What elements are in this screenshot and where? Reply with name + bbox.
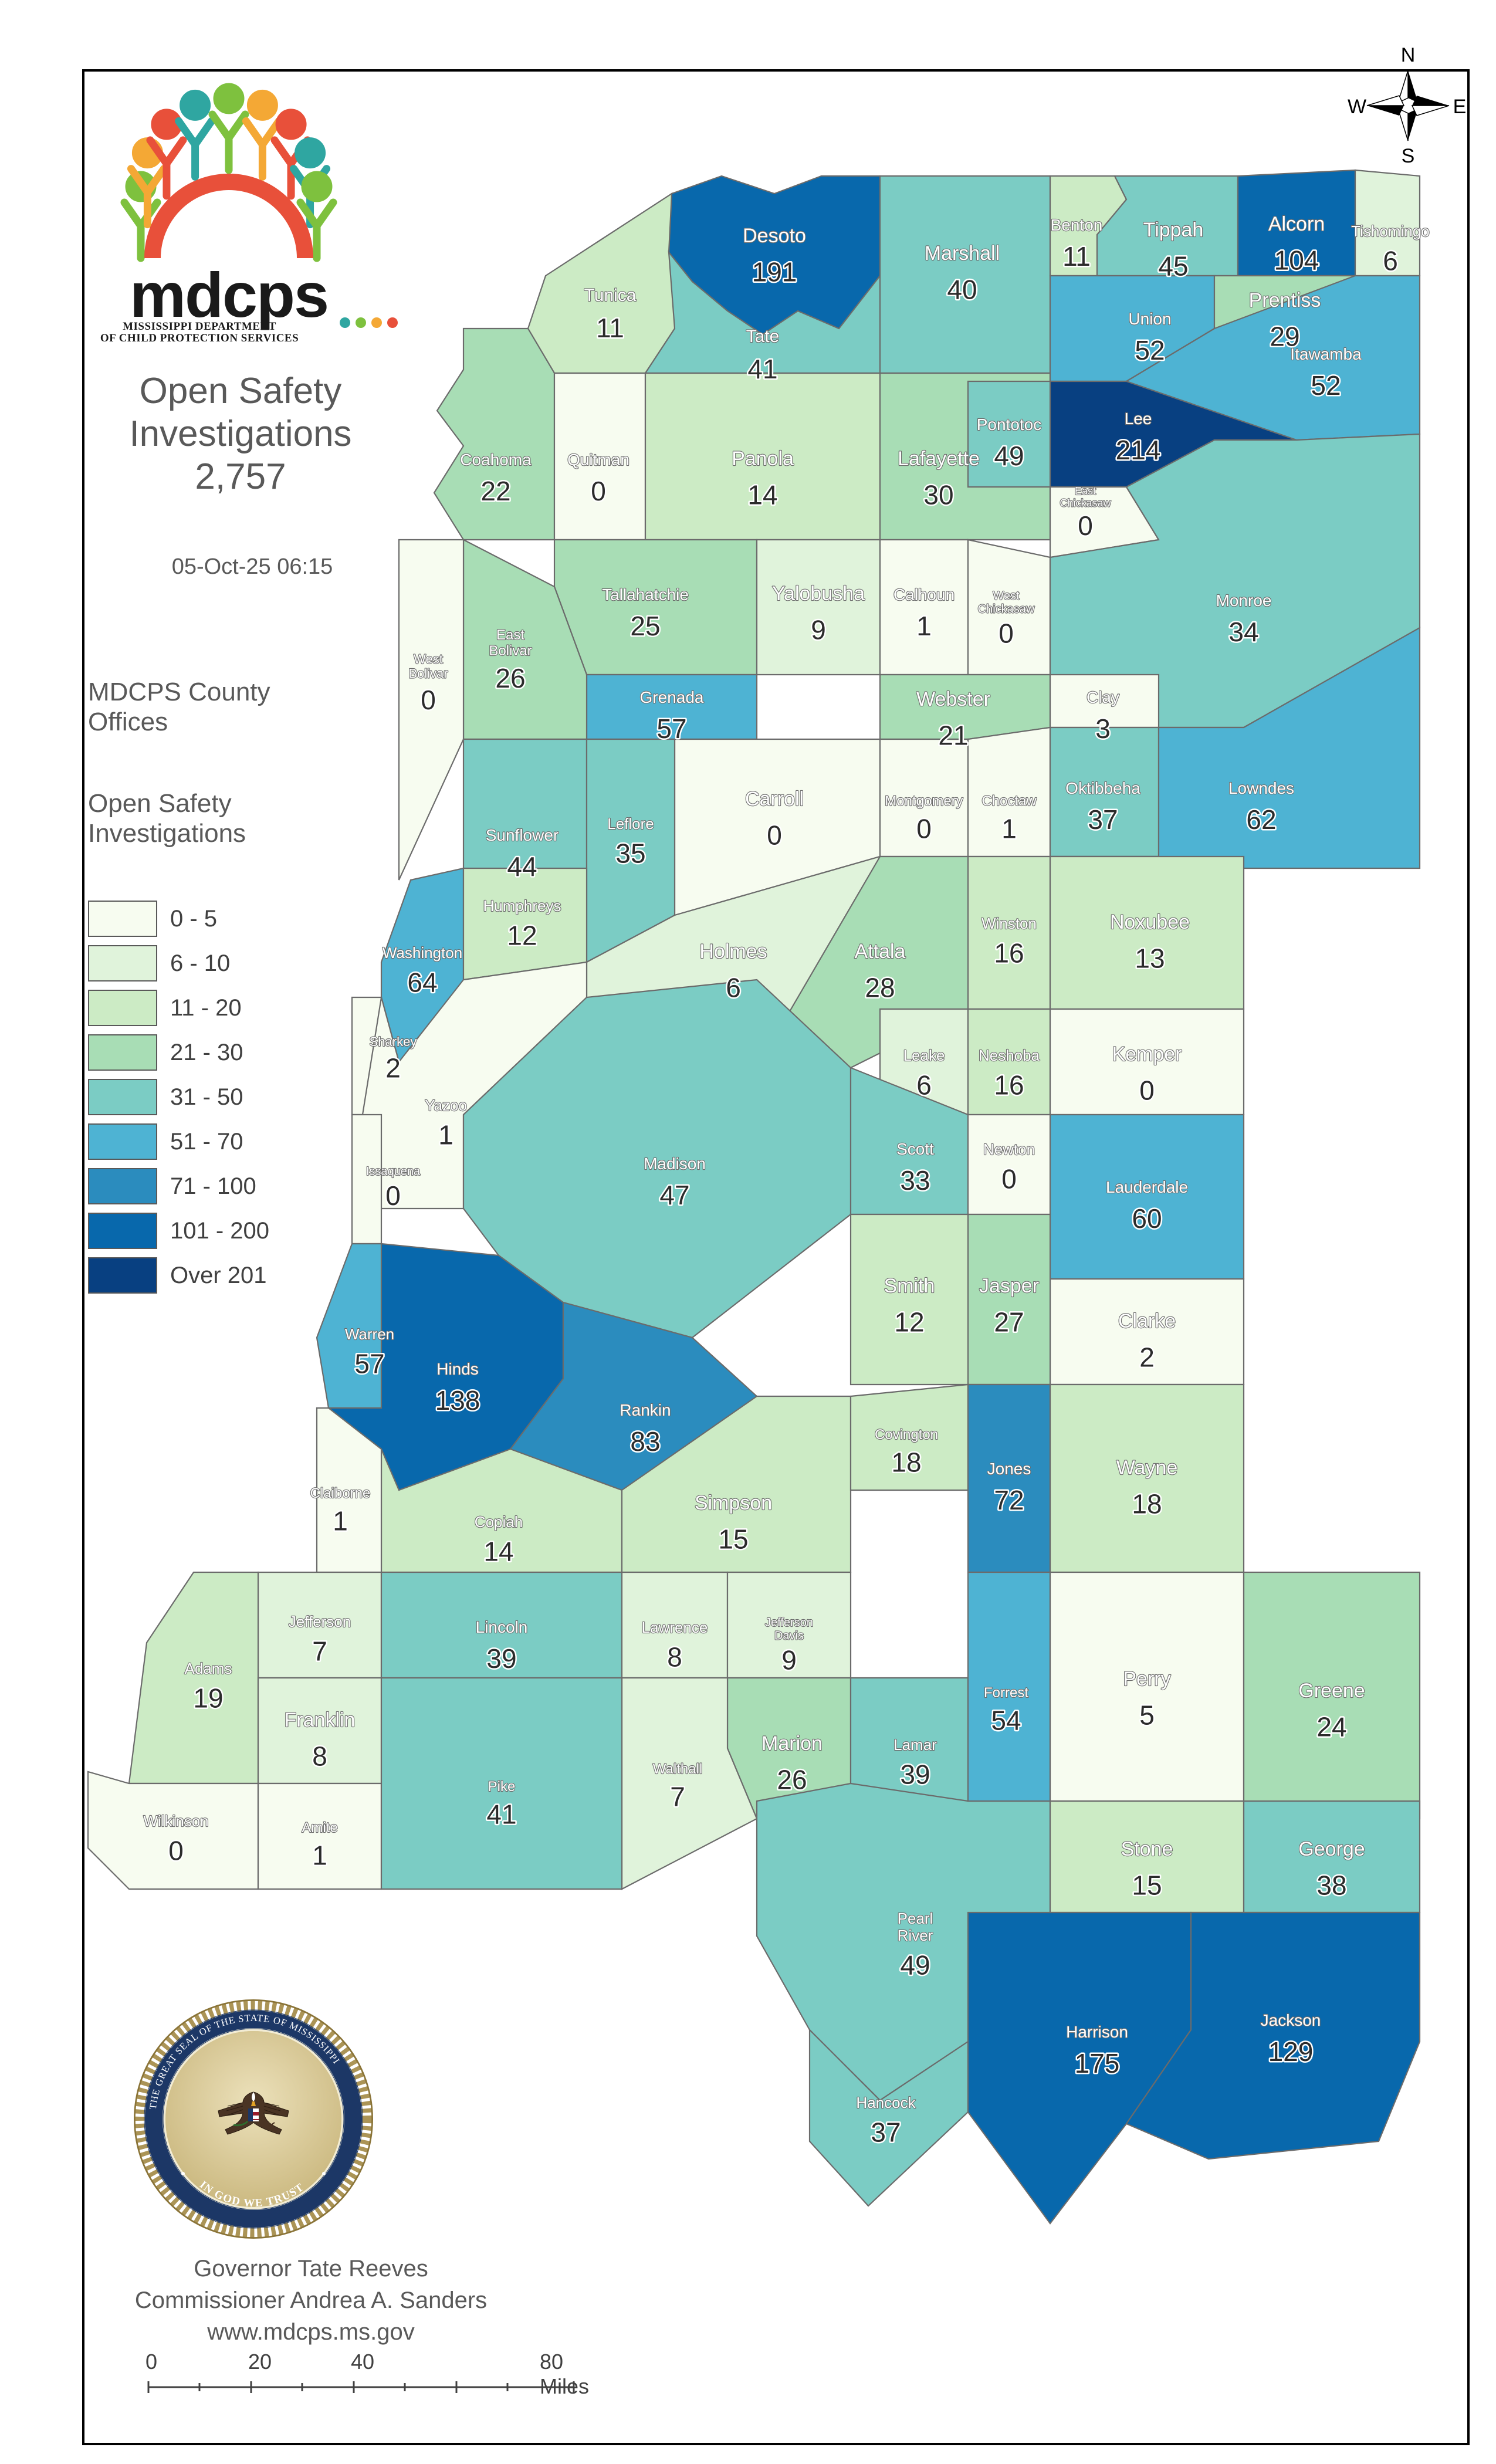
- svg-text:E: E: [1453, 96, 1467, 118]
- svg-text:OF CHILD PROTECTION SERVICES: OF CHILD PROTECTION SERVICES: [100, 332, 299, 344]
- svg-text:W: W: [1348, 96, 1366, 118]
- svg-text:S: S: [1402, 145, 1415, 167]
- svg-text:N: N: [1401, 44, 1416, 66]
- svg-text:mdcps: mdcps: [130, 259, 328, 330]
- svg-text:MISSISSIPPI DEPARTMENT: MISSISSIPPI DEPARTMENT: [123, 320, 276, 333]
